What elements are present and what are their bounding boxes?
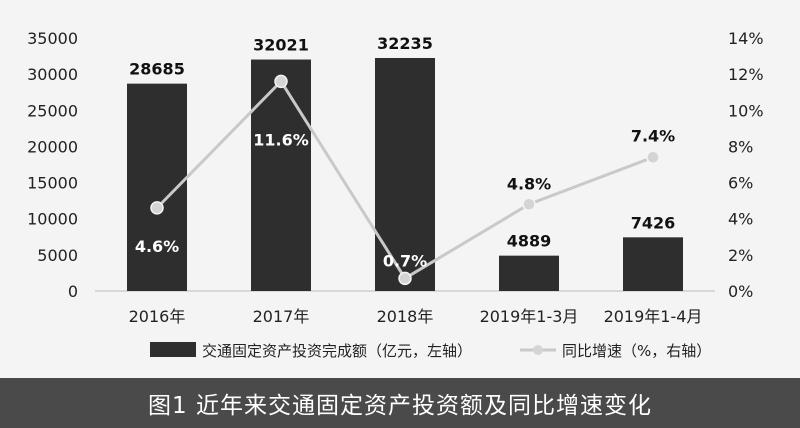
- y-right-tick-label: 0%: [728, 282, 753, 301]
- growth-point: [274, 74, 288, 89]
- growth-point: [522, 197, 536, 212]
- chart-frame: 0 5000 10000 15000 20000 25000 30000 35000 0% 2% 4…: [0, 0, 800, 378]
- y-right-tick-label: 12%: [728, 65, 764, 84]
- growth-value-label: 0.7%: [383, 251, 427, 270]
- y-right-tick-label: 2%: [728, 246, 753, 265]
- x-tick-label: 2017年: [253, 307, 310, 326]
- y-right-tick-label: 10%: [728, 101, 764, 120]
- bar-value-label: 7426: [631, 213, 676, 232]
- growth-value-label: 4.8%: [507, 174, 551, 193]
- growth-point: [646, 150, 660, 165]
- bar-value-label: 4889: [507, 232, 552, 251]
- y-right-tick-label: 14%: [728, 29, 764, 48]
- x-tick-label: 2016年: [129, 307, 186, 326]
- bar-value-label: 32235: [377, 34, 433, 53]
- chart-svg: 0 5000 10000 15000 20000 25000 30000 35000 0% 2% 4…: [27, 29, 764, 360]
- y-left-tick-label: 30000: [27, 65, 78, 84]
- bar: [375, 57, 435, 291]
- y-right-tick-label: 6%: [728, 174, 753, 193]
- legend-bar-label: 交通固定资产投资完成额（亿元，左轴）: [202, 342, 472, 360]
- growth-value-label: 4.6%: [135, 237, 179, 256]
- y-right-tick-label: 8%: [728, 137, 753, 156]
- x-tick-label: 2019年1-3月: [480, 307, 579, 326]
- y-left-tick-label: 10000: [27, 210, 78, 229]
- y-left-tick-label: 25000: [27, 101, 78, 120]
- legend-line-label: 同比增速（%，右轴）: [562, 342, 711, 360]
- legend-line-marker: [533, 345, 543, 355]
- bar-value-label: 28685: [129, 60, 185, 79]
- legend-bar-swatch: [150, 342, 196, 357]
- y-left-tick-label: 35000: [27, 29, 78, 48]
- figure-caption: 图1 近年来交通固定资产投资额及同比增速变化: [148, 393, 652, 419]
- x-tick-label: 2019年1-4月: [604, 307, 703, 326]
- bar: [251, 59, 311, 292]
- bar-value-label: 32021: [253, 36, 309, 55]
- growth-point: [398, 271, 412, 286]
- bar: [623, 237, 683, 291]
- x-tick-label: 2018年: [377, 307, 434, 326]
- y-right-tick-label: 4%: [728, 210, 753, 229]
- y-left-tick-label: 15000: [27, 174, 78, 193]
- y-left-tick-label: 20000: [27, 137, 78, 156]
- growth-value-label: 7.4%: [631, 126, 675, 145]
- y-left-tick-label: 5000: [37, 246, 78, 265]
- bar: [499, 255, 559, 291]
- growth-point: [150, 201, 164, 215]
- y-left-tick-label: 0: [68, 282, 78, 301]
- growth-value-label: 11.6%: [253, 130, 309, 149]
